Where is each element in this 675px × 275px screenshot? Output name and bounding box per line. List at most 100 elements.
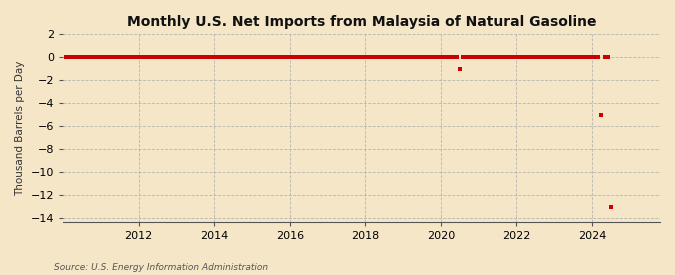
Point <box>322 55 333 59</box>
Point <box>272 55 283 59</box>
Point <box>502 55 512 59</box>
Point <box>357 55 368 59</box>
Point <box>571 55 582 59</box>
Point <box>392 55 402 59</box>
Point <box>108 55 119 59</box>
Point <box>414 55 425 59</box>
Point <box>348 55 358 59</box>
Point <box>168 55 179 59</box>
Point <box>124 55 134 59</box>
Point <box>67 55 78 59</box>
Point <box>407 55 418 59</box>
Text: Source: U.S. Energy Information Administration: Source: U.S. Energy Information Administ… <box>54 263 268 272</box>
Point <box>325 55 336 59</box>
Point <box>64 55 75 59</box>
Point <box>435 55 446 59</box>
Point <box>61 55 72 59</box>
Point <box>256 55 267 59</box>
Point <box>580 55 591 59</box>
Point <box>401 55 412 59</box>
Point <box>209 55 219 59</box>
Point <box>278 55 289 59</box>
Point <box>146 55 157 59</box>
Point <box>373 55 383 59</box>
Point <box>244 55 254 59</box>
Point <box>140 55 151 59</box>
Point <box>331 55 342 59</box>
Point <box>552 55 563 59</box>
Point <box>265 55 276 59</box>
Point <box>240 55 251 59</box>
Point <box>360 55 371 59</box>
Point <box>577 55 588 59</box>
Point <box>602 55 613 59</box>
Point <box>520 55 531 59</box>
Point <box>590 55 601 59</box>
Point <box>111 55 122 59</box>
Point <box>410 55 421 59</box>
Point <box>246 55 257 59</box>
Point <box>562 55 572 59</box>
Point <box>313 55 323 59</box>
Point <box>376 55 387 59</box>
Point <box>574 55 585 59</box>
Point <box>382 55 393 59</box>
Point <box>142 55 153 59</box>
Point <box>329 55 340 59</box>
Point <box>398 55 408 59</box>
Point <box>133 55 144 59</box>
Point <box>259 55 270 59</box>
Point <box>341 55 352 59</box>
Point <box>184 55 194 59</box>
Point <box>388 55 399 59</box>
Point <box>483 55 493 59</box>
Point <box>215 55 226 59</box>
Point <box>526 55 537 59</box>
Point <box>433 55 443 59</box>
Point <box>196 55 207 59</box>
Point <box>303 55 314 59</box>
Point <box>225 55 236 59</box>
Point <box>234 55 245 59</box>
Point <box>536 55 547 59</box>
Point <box>284 55 295 59</box>
Point <box>486 55 497 59</box>
Point <box>555 55 566 59</box>
Point <box>237 55 248 59</box>
Point <box>505 55 516 59</box>
Point <box>105 55 115 59</box>
Point <box>420 55 431 59</box>
Point <box>80 55 90 59</box>
Point <box>495 55 506 59</box>
Point <box>464 55 475 59</box>
Point <box>426 55 437 59</box>
Point <box>83 55 94 59</box>
Point <box>473 55 484 59</box>
Point <box>454 67 465 71</box>
Point <box>155 55 166 59</box>
Point <box>218 55 229 59</box>
Point <box>288 55 298 59</box>
Point <box>92 55 103 59</box>
Y-axis label: Thousand Barrels per Day: Thousand Barrels per Day <box>15 60 25 196</box>
Point <box>467 55 478 59</box>
Point <box>206 55 217 59</box>
Point <box>558 55 569 59</box>
Point <box>479 55 490 59</box>
Point <box>165 55 176 59</box>
Point <box>423 55 434 59</box>
Point <box>533 55 544 59</box>
Point <box>395 55 406 59</box>
Point <box>89 55 100 59</box>
Point <box>70 55 81 59</box>
Point <box>281 55 292 59</box>
Point <box>95 55 106 59</box>
Point <box>369 55 380 59</box>
Point <box>319 55 330 59</box>
Point <box>221 55 232 59</box>
Point <box>275 55 286 59</box>
Point <box>458 55 468 59</box>
Point <box>174 55 185 59</box>
Point <box>539 55 550 59</box>
Point <box>99 55 109 59</box>
